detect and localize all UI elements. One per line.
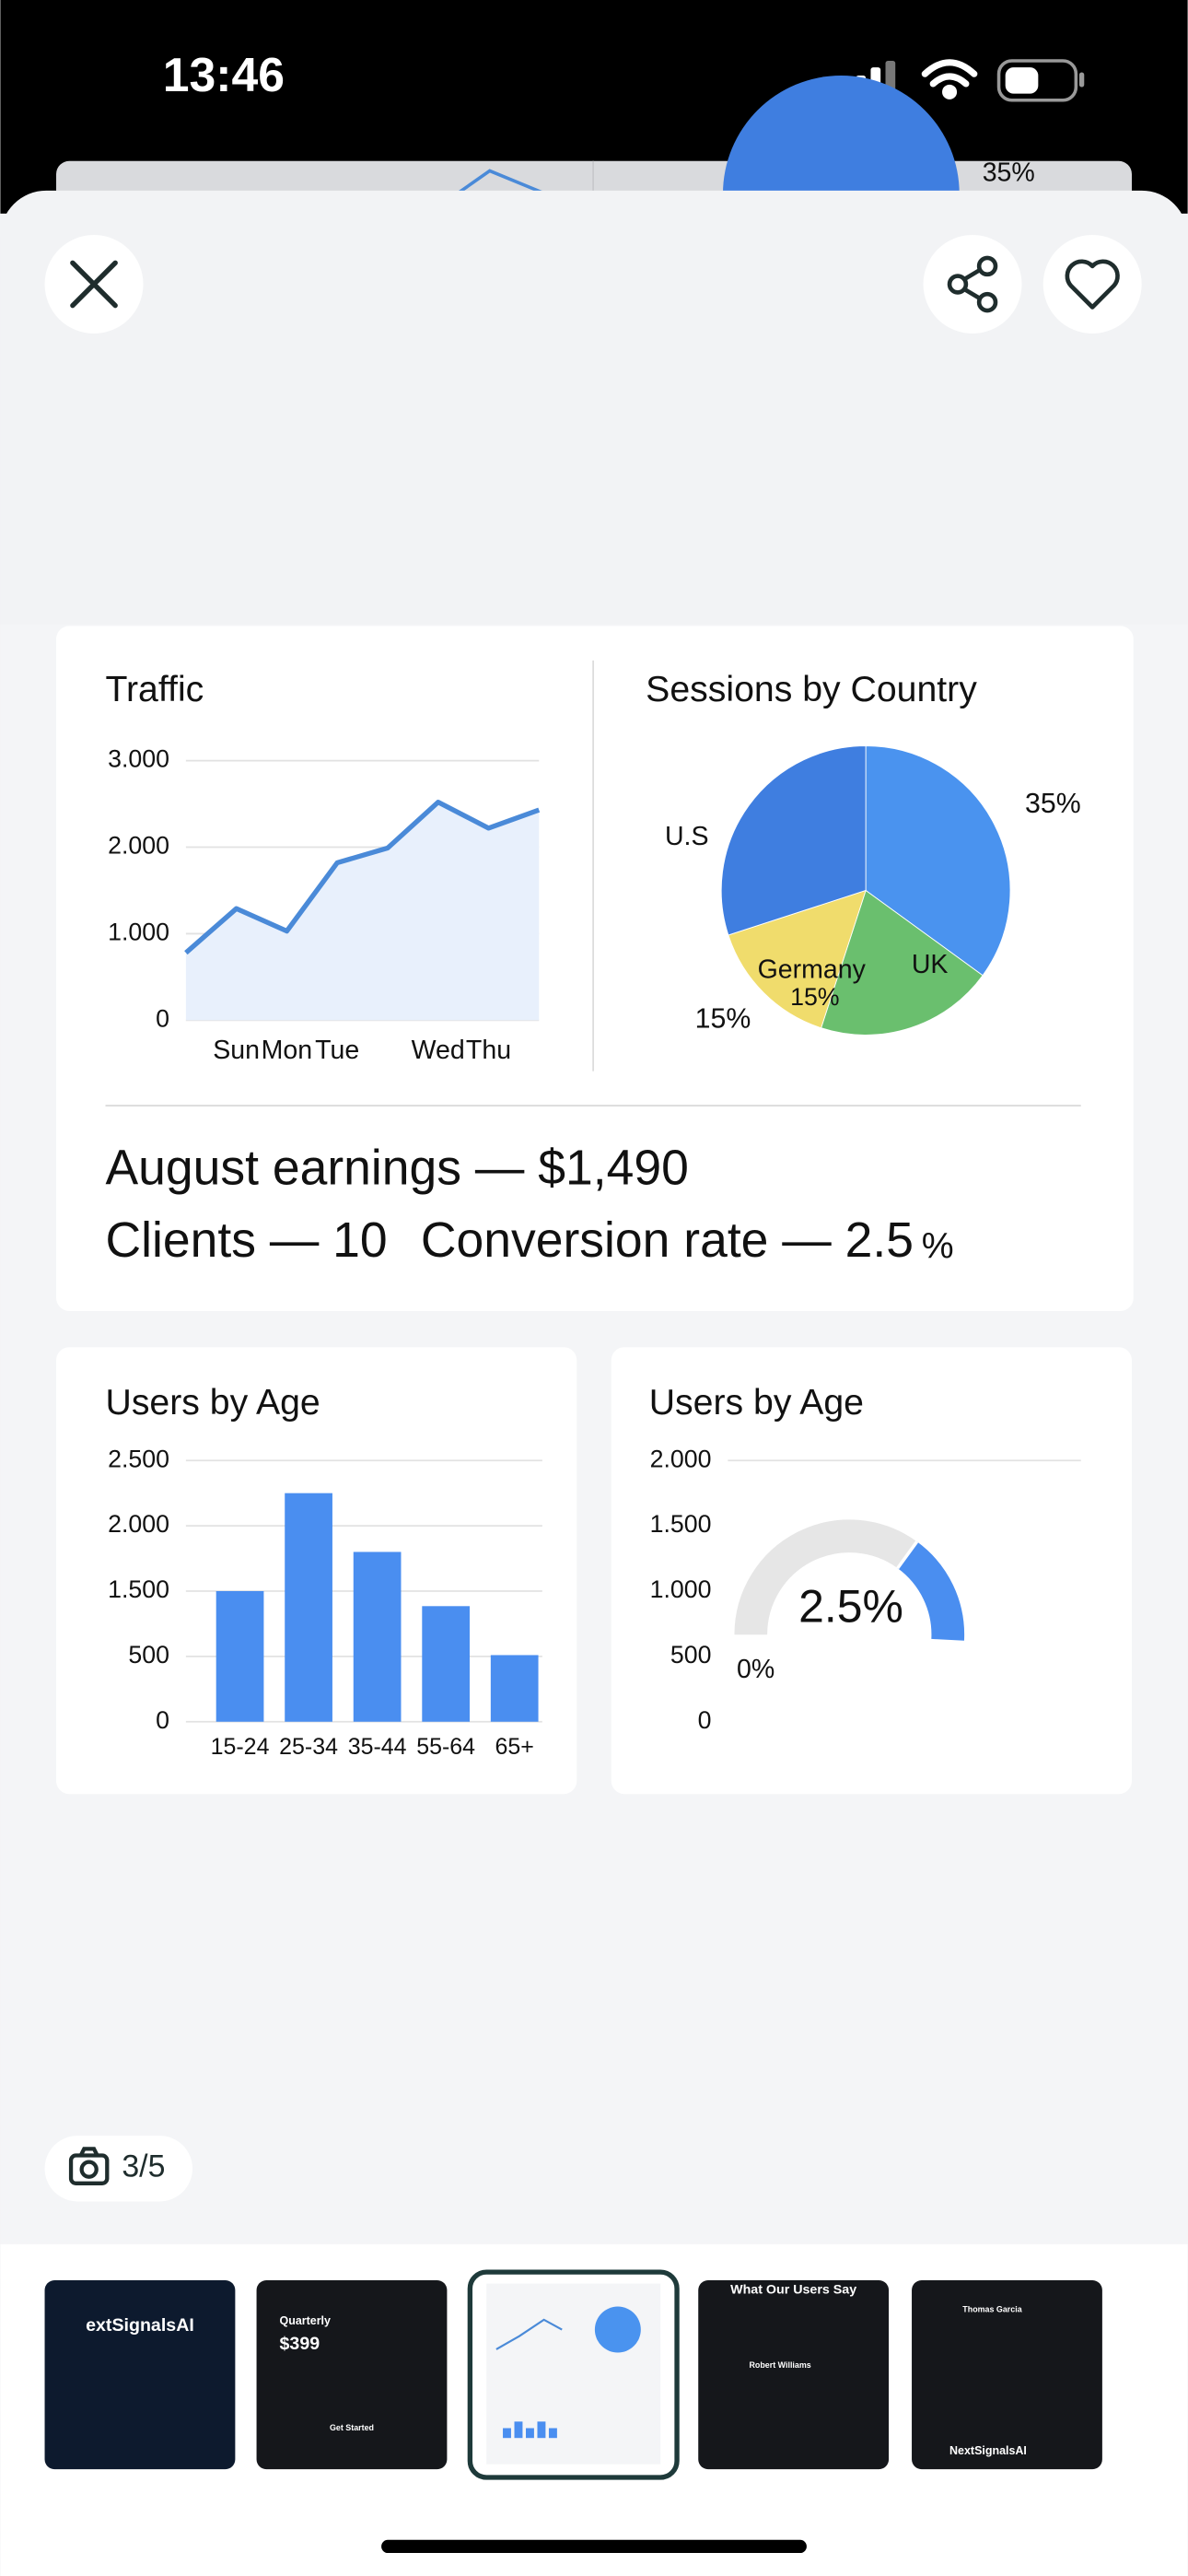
y-tick-label: 1.000 — [650, 1575, 712, 1603]
thumbnail-preview — [548, 2428, 557, 2439]
x-tick-label: Mon — [262, 1036, 312, 1065]
pie-slice — [865, 745, 1011, 977]
gauge-value — [897, 1541, 965, 1641]
y-tick-label: 2.000 — [108, 1510, 169, 1538]
y-tick-label: 500 — [670, 1641, 712, 1669]
conversion-unit: % — [922, 1226, 954, 1267]
thumbnail-frame — [912, 2280, 1102, 2470]
y-tick-label: 500 — [128, 1641, 169, 1669]
bar — [353, 1551, 402, 1722]
thumbnail-preview — [486, 2283, 661, 2465]
y-tick-label: 1.000 — [108, 918, 169, 945]
y-tick-label: 2.000 — [108, 832, 169, 860]
x-tick-label: Sun — [213, 1036, 260, 1065]
slice-value-label: 35% — [1025, 789, 1081, 819]
gauge-value-label: 2.5% — [798, 1581, 903, 1633]
bar — [285, 1493, 332, 1722]
thumbnail-preview — [514, 2421, 523, 2439]
x-tick-label: 65+ — [495, 1734, 534, 1760]
y-tick-label: 0 — [156, 1004, 169, 1032]
close-button[interactable] — [44, 234, 144, 334]
thumbnail[interactable] — [467, 2269, 680, 2480]
thumbnail[interactable]: Quarterly $399 Get Started — [256, 2280, 448, 2470]
thumbnail[interactable]: extSignalsAI — [44, 2280, 236, 2470]
thumbnail[interactable]: Thomas Garcia NextSignalsAI — [912, 2280, 1102, 2470]
y-tick-label: 3.000 — [108, 745, 169, 773]
bar — [215, 1590, 264, 1722]
thumbnail-text: Thomas Garcia — [962, 2304, 1022, 2313]
gauge-min-label: 0% — [737, 1655, 775, 1684]
x-tick-label: 25-34 — [279, 1734, 338, 1760]
thumbnail[interactable]: What Our Users Say Robert Williams — [698, 2280, 890, 2470]
x-tick-label: Thu — [466, 1036, 511, 1065]
y-tick-label: 2.000 — [650, 1445, 712, 1472]
slice-label: UK — [912, 950, 949, 979]
area-fill — [185, 802, 540, 1021]
x-tick-label: 35-44 — [348, 1734, 407, 1760]
thumbnail-frame — [44, 2280, 236, 2470]
x-tick-label: 55-64 — [416, 1734, 475, 1760]
thumbnail-text: What Our Users Say — [730, 2282, 856, 2297]
bar — [490, 1655, 539, 1722]
counter-pill: 3/5 — [44, 2136, 193, 2202]
thumbnail-preview — [537, 2421, 546, 2439]
battery-icon — [996, 59, 1085, 102]
card — [611, 1347, 1132, 1795]
thumbnail-preview — [594, 2306, 641, 2353]
chart-title: Users by Age — [649, 1382, 864, 1423]
share-button[interactable] — [923, 234, 1022, 334]
thumbnail-preview — [495, 2318, 563, 2350]
y-tick-label: 0 — [698, 1706, 712, 1734]
slice-label: Germany — [758, 954, 867, 984]
wifi-icon — [921, 59, 978, 100]
conversion: Conversion rate — 2.5 — [421, 1213, 914, 1268]
status-time: 13:46 — [163, 48, 285, 101]
background-label: 35% — [983, 158, 1035, 188]
thumbnail-text: Quarterly — [280, 2314, 332, 2327]
pie-slice — [821, 889, 984, 1036]
gauge-track — [734, 1519, 917, 1635]
thumbnail-text: extSignalsAI — [86, 2315, 194, 2336]
chart-title: Traffic — [106, 669, 204, 709]
clients: Clients — 10 — [106, 1213, 388, 1268]
bar — [422, 1606, 471, 1722]
thumbnail-frame — [256, 2280, 448, 2470]
x-tick-label: Wed — [412, 1036, 465, 1065]
y-tick-label: 2.500 — [108, 1445, 169, 1472]
y-tick-label: 1.500 — [108, 1575, 169, 1603]
thumbnail-preview — [525, 2428, 534, 2439]
y-tick-label: 0 — [156, 1706, 169, 1734]
x-tick-label: Tue — [315, 1036, 359, 1065]
x-tick-label: 15-24 — [211, 1734, 270, 1760]
pie-slice — [720, 745, 867, 936]
thumbnail-text: NextSignalsAI — [949, 2444, 1027, 2457]
line — [184, 800, 541, 955]
thumbnail-preview — [503, 2428, 511, 2439]
thumbnail-text: $399 — [280, 2334, 320, 2354]
gauge-tick — [896, 1540, 919, 1570]
slice-label: U.S — [665, 822, 709, 851]
thumbnail-text: Get Started — [330, 2423, 374, 2432]
home-indicator — [381, 2539, 807, 2554]
slice-value-label: 15% — [790, 983, 840, 1011]
thumbnail-text: Robert Williams — [750, 2360, 811, 2370]
y-tick-label: 1.500 — [650, 1510, 712, 1538]
earnings: August earnings — $1,490 — [106, 1142, 689, 1196]
counter: 3/5 — [122, 2149, 165, 2184]
thumbnail-frame — [698, 2280, 890, 2470]
favorite-button[interactable] — [1042, 234, 1142, 334]
pie-slice — [728, 889, 867, 1029]
chart-title: Sessions by Country — [646, 669, 977, 709]
chart-title: Users by Age — [106, 1382, 320, 1423]
slice-value-label: 15% — [695, 1003, 751, 1034]
